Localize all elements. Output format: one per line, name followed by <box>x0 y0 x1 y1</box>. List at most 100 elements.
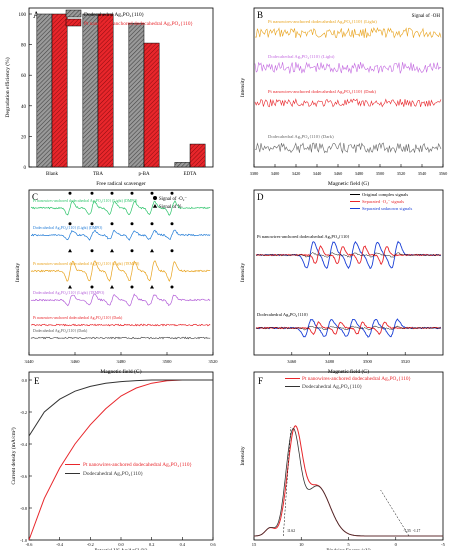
series-line <box>254 428 443 537</box>
x-tick-label: 10 <box>299 542 304 547</box>
y-axis-label: Current density (mA/cm²) <box>10 427 17 484</box>
x-tick-label: 3500 <box>363 359 373 364</box>
circle-marker <box>68 191 72 195</box>
x-tick-label: 3400 <box>271 171 280 176</box>
circle-marker <box>150 191 154 195</box>
panel-b: B Signal of ·OH Intensity Magnetic field (G… <box>240 7 447 187</box>
circle-marker <box>130 222 134 226</box>
x-tick-label: TBA <box>93 172 103 177</box>
y-tick-label: -0.6 <box>20 474 28 479</box>
x-tick-label: 3500 <box>376 171 385 176</box>
series-label: Pt nanowires-anchored dodecahedral Ag₃PO… <box>268 89 376 94</box>
x-axis-label: Magnetic field (G) <box>328 180 369 187</box>
panel-e-frame <box>28 371 214 541</box>
circle-marker <box>90 222 94 226</box>
triangle-marker <box>152 204 158 208</box>
bar <box>97 13 114 168</box>
circle-marker <box>153 196 157 200</box>
x-tick-label: 3480 <box>355 171 364 176</box>
bar <box>189 143 206 168</box>
legend-label: Separated unknown signals <box>362 206 412 211</box>
x-tick-label: -0.4 <box>56 542 64 547</box>
bar <box>36 13 53 168</box>
panel-b-letter: B <box>257 10 263 20</box>
legend-label: Dodecahedral Ag₃PO₄{110} <box>302 384 363 390</box>
x-tick-label: Blank <box>46 172 58 177</box>
y-tick-label: 0 <box>24 166 27 171</box>
legend-label: Dodecahedral Ag₃PO₄{110} <box>83 471 144 477</box>
x-tick-label: 3460 <box>334 171 343 176</box>
series-line <box>30 260 211 282</box>
x-axis-label: Magnetic field (G) <box>100 368 141 375</box>
series-label: Pt nanowires-anchored dodecahedral Ag₃PO… <box>33 199 138 203</box>
series-label: Pt nanowires-anchored dodecahedral Ag₃PO… <box>33 316 123 320</box>
series-label: Dodecahedral Ag₃PO₄{110} (Dark) <box>268 134 334 139</box>
marker-label: Signal of N· <box>159 205 183 210</box>
circle-marker <box>170 222 174 226</box>
x-tick-label: 0.4 <box>180 542 186 547</box>
y-tick-label: 20 <box>21 135 27 140</box>
x-tick-label: 3520 <box>209 359 219 364</box>
series-line <box>30 229 211 241</box>
x-tick-label: -0.6 <box>26 542 34 547</box>
panel-f: FIntensityBindeing Energy (eV)151050-511… <box>240 371 446 550</box>
x-tick-label: 0.0 <box>118 542 123 547</box>
x-tick-label: 3420 <box>292 171 301 176</box>
y-tick-label: 0.0 <box>22 378 27 383</box>
circle-marker <box>130 191 134 195</box>
bar <box>174 162 191 168</box>
series-label: Pt nanowires-anchored dodecahedral Ag₃PO… <box>33 262 140 266</box>
panel-f-frame <box>253 371 444 541</box>
x-tick-label: -0.2 <box>87 542 94 547</box>
triangle-marker <box>68 248 72 253</box>
triangle-marker <box>150 285 154 289</box>
triangle-marker <box>150 248 154 253</box>
bar <box>51 13 68 168</box>
bar <box>128 22 145 168</box>
x-tick-label: 3480 <box>117 359 127 364</box>
circle-marker <box>68 222 72 226</box>
legend-label: Dodecahedral Ag₃PO₄{110} <box>84 12 145 18</box>
x-tick-label: 3520 <box>401 359 411 364</box>
x-axis-label: Magnetic field (G) <box>328 368 369 375</box>
series-line <box>255 252 441 258</box>
series-label: Dodecahedral Ag₃PO₄{110} (Light) (DMPO) <box>33 226 103 230</box>
panel-a-letter: A <box>33 10 40 20</box>
series-label: Dodecahedral Ag₃PO₄{110} (Light) <box>268 54 335 59</box>
y-tick-label: -0.8 <box>20 506 27 511</box>
circle-marker <box>110 222 114 226</box>
circle-marker <box>90 285 94 289</box>
y-tick-label: -0.2 <box>20 410 27 415</box>
circle-marker <box>130 249 134 253</box>
legend-label: Separated ·O₂⁻ signals <box>362 199 404 204</box>
y-axis-label: Intensity <box>240 446 246 465</box>
sample-label: Pt nanowires-anchored dodecahedral Ag₃PO… <box>257 234 350 239</box>
series-label: Dodecahedral Ag₃PO₄{110} (Light) (TEMPO) <box>33 291 105 295</box>
fit-line <box>283 426 292 537</box>
circle-marker <box>90 249 94 253</box>
legend-label: Pt nanowires-anchored dodecahedral Ag₃PO… <box>83 462 193 468</box>
series-line <box>254 61 442 74</box>
panel-c-letter: C <box>32 192 38 202</box>
x-tick-label: 5 <box>347 542 350 547</box>
series-line <box>30 336 211 340</box>
y-tick-label: 100 <box>19 13 27 18</box>
series-line <box>30 200 211 216</box>
x-tick-label: 0 <box>395 542 398 547</box>
x-tick-label: 3460 <box>287 359 297 364</box>
y-tick-label: 40 <box>21 105 27 110</box>
bar <box>143 42 160 168</box>
x-tick-label: 3480 <box>325 359 335 364</box>
x-tick-label: 0.2 <box>149 542 154 547</box>
marker-label: Signal of ·O₂⁻ <box>159 197 187 202</box>
x-tick-label: 3440 <box>25 359 35 364</box>
panel-d-letter: D <box>257 192 264 202</box>
legend-label: Pt nanowires-anchored dodecahedral Ag₃PO… <box>84 21 194 27</box>
x-tick-label: 3520 <box>397 171 406 176</box>
series-line <box>28 379 213 541</box>
legend-swatch <box>65 9 82 18</box>
panel-a: A 0 20 40 60 80 100 Degradation efficiency (%) F… <box>4 7 214 187</box>
y-tick-label: -1.0 <box>20 538 27 543</box>
